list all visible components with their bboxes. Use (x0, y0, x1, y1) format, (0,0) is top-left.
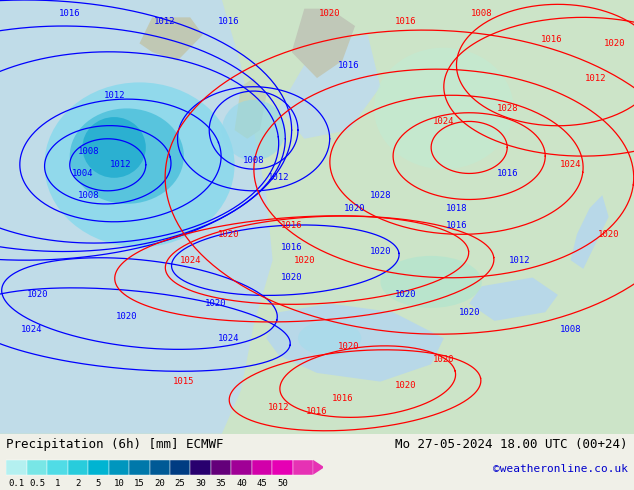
Ellipse shape (70, 108, 184, 204)
Text: 1016: 1016 (281, 221, 302, 230)
Text: 5: 5 (96, 479, 101, 488)
Text: 1020: 1020 (370, 247, 391, 256)
Text: 1016: 1016 (59, 8, 81, 18)
Polygon shape (0, 0, 273, 434)
Text: 1020: 1020 (294, 256, 315, 265)
Ellipse shape (44, 82, 235, 247)
Bar (272, 460, 293, 475)
Text: 1012: 1012 (154, 17, 176, 26)
Ellipse shape (82, 117, 146, 178)
Text: 1012: 1012 (268, 403, 290, 412)
Text: 20: 20 (154, 479, 165, 488)
Text: 1012: 1012 (585, 74, 607, 82)
Text: 50: 50 (277, 479, 288, 488)
Text: 1016: 1016 (446, 221, 467, 230)
Bar (252, 460, 272, 475)
Ellipse shape (374, 48, 514, 169)
Polygon shape (469, 277, 558, 321)
Bar (68, 460, 88, 475)
Text: 1020: 1020 (395, 291, 417, 299)
Text: 1028: 1028 (370, 191, 391, 199)
Text: 1015: 1015 (173, 377, 195, 386)
Text: 1016: 1016 (217, 17, 239, 26)
Text: 1020: 1020 (116, 312, 138, 321)
Text: 1020: 1020 (319, 8, 340, 18)
Text: 1024: 1024 (217, 334, 239, 343)
Text: 1020: 1020 (433, 355, 455, 365)
Text: 1020: 1020 (344, 204, 366, 213)
Text: 1008: 1008 (243, 156, 264, 165)
Text: 1028: 1028 (496, 104, 518, 113)
Text: 1024: 1024 (560, 160, 581, 169)
Text: 1016: 1016 (332, 394, 353, 403)
Text: 1012: 1012 (509, 256, 531, 265)
Text: 1012: 1012 (268, 173, 290, 182)
Text: 35: 35 (216, 479, 226, 488)
Bar (48, 460, 68, 475)
Polygon shape (139, 17, 203, 61)
Text: 1: 1 (55, 479, 60, 488)
Text: ©weatheronline.co.uk: ©weatheronline.co.uk (493, 464, 628, 474)
Bar (293, 460, 313, 475)
Text: Mo 27-05-2024 18.00 UTC (00+24): Mo 27-05-2024 18.00 UTC (00+24) (395, 438, 628, 451)
Ellipse shape (298, 321, 361, 356)
Text: 1016: 1016 (306, 408, 328, 416)
Bar (190, 460, 211, 475)
Text: 1020: 1020 (338, 343, 359, 351)
Bar (170, 460, 190, 475)
Bar (129, 460, 150, 475)
Polygon shape (571, 195, 609, 269)
Bar (150, 460, 170, 475)
Polygon shape (313, 460, 325, 475)
Text: 1004: 1004 (72, 169, 93, 178)
Text: 2: 2 (75, 479, 81, 488)
Bar (6, 460, 27, 475)
Text: 40: 40 (236, 479, 247, 488)
Text: 1012: 1012 (103, 91, 125, 100)
Text: 1016: 1016 (281, 243, 302, 252)
Text: 1012: 1012 (110, 160, 131, 169)
Polygon shape (235, 78, 266, 139)
Bar (231, 460, 252, 475)
Text: 1020: 1020 (27, 291, 49, 299)
Ellipse shape (380, 256, 482, 308)
Text: 1016: 1016 (395, 17, 417, 26)
Text: 15: 15 (134, 479, 145, 488)
Text: 1008: 1008 (471, 8, 493, 18)
Text: 1020: 1020 (598, 230, 619, 239)
Text: 1020: 1020 (205, 299, 226, 308)
Text: 1024: 1024 (21, 325, 42, 334)
Text: 1020: 1020 (281, 273, 302, 282)
Text: 25: 25 (175, 479, 186, 488)
Bar (108, 460, 129, 475)
Polygon shape (292, 9, 355, 78)
Text: 1020: 1020 (395, 381, 417, 391)
Text: 1016: 1016 (338, 61, 359, 70)
Text: 0.5: 0.5 (29, 479, 45, 488)
Text: 30: 30 (195, 479, 206, 488)
Text: 1008: 1008 (78, 147, 100, 156)
Text: 1018: 1018 (446, 204, 467, 213)
Text: 1016: 1016 (496, 169, 518, 178)
Text: 1024: 1024 (433, 117, 455, 126)
Bar (211, 460, 231, 475)
Text: 1020: 1020 (217, 230, 239, 239)
Text: 1008: 1008 (78, 191, 100, 199)
Text: 10: 10 (113, 479, 124, 488)
Text: 1016: 1016 (541, 34, 562, 44)
Text: Precipitation (6h) [mm] ECMWF: Precipitation (6h) [mm] ECMWF (6, 438, 224, 451)
Text: 1008: 1008 (560, 325, 581, 334)
Text: 1024: 1024 (179, 256, 201, 265)
Text: 45: 45 (257, 479, 268, 488)
Bar (27, 460, 48, 475)
Bar (88, 460, 108, 475)
Text: 1020: 1020 (604, 39, 626, 48)
Polygon shape (266, 304, 444, 382)
Polygon shape (279, 35, 380, 139)
Ellipse shape (222, 100, 285, 160)
Text: 0.1: 0.1 (8, 479, 25, 488)
Text: 1020: 1020 (458, 308, 480, 317)
